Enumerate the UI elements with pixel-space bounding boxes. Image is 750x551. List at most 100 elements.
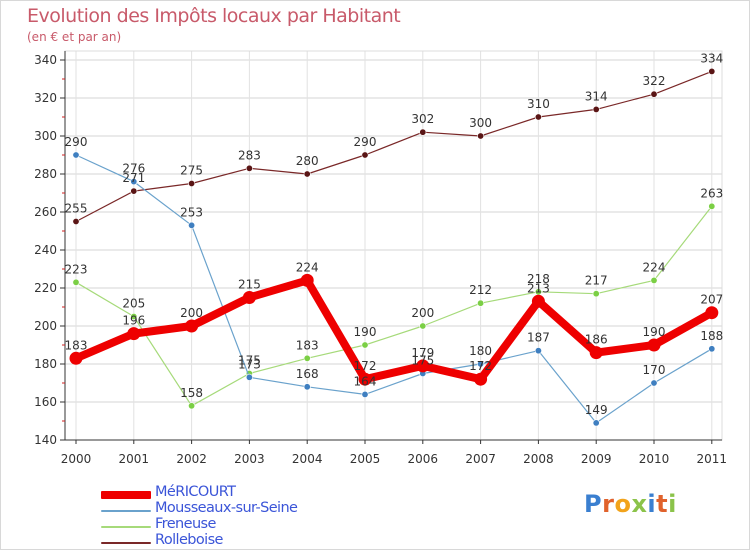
x-tick-label: 2002 [176,452,207,466]
data-point [474,372,488,386]
data-point [650,379,658,387]
logo-letter: x [631,490,648,518]
y-tick-label: 160 [34,395,57,409]
data-label: 183 [65,338,88,352]
data-label: 179 [411,346,434,360]
data-label: 175 [411,354,434,368]
data-label: 164 [354,374,377,388]
data-label: 224 [296,260,319,274]
data-label: 172 [354,359,377,373]
grid [64,50,723,441]
x-tick-label: 2000 [61,452,92,466]
data-point [300,273,314,287]
data-label: 207 [700,293,723,307]
data-point [245,373,253,381]
data-point [242,291,256,304]
y-tick-label: 340 [34,53,57,67]
data-label: 149 [585,403,608,417]
x-tick-label: 2005 [350,452,381,466]
data-label: 283 [238,148,261,162]
chart-title: Evolution des Impôts locaux par Habitant [27,5,401,27]
data-point [358,372,372,386]
data-label: 218 [527,272,550,286]
data-label: 200 [411,306,434,320]
data-label: 205 [122,297,145,311]
legend-label: MéRICOURT [155,484,236,500]
data-point [361,390,369,398]
data-label: 322 [643,74,666,88]
data-point [130,187,138,195]
logo-letter: i [668,490,677,518]
data-point [303,383,311,391]
data-point [477,132,485,140]
data-point [303,170,311,178]
y-tick-label: 220 [34,281,57,295]
y-tick-label: 140 [34,433,57,447]
data-label: 280 [296,154,319,168]
data-point [534,347,542,355]
data-point [477,299,485,307]
data-point [647,338,661,352]
data-point [185,319,199,333]
legend-swatch [101,526,151,528]
legend-label: Rolleboise [155,532,223,548]
data-label: 190 [354,325,377,339]
y-tick-label: 280 [34,167,57,181]
logo-letter: t [656,490,669,518]
data-point [705,306,719,320]
legend-swatch [101,542,151,544]
data-point [188,180,196,188]
data-label: 224 [643,260,666,274]
data-point [592,105,600,113]
data-point [419,128,427,136]
y-tick-label: 240 [34,243,57,257]
y-tick-label: 300 [34,129,57,143]
series-group [69,67,719,427]
chart-subtitle: (en € et par an) [27,30,122,44]
y-tick-label: 180 [34,357,57,371]
data-label: 188 [700,329,723,343]
data-point [708,202,716,210]
legend-label: Mousseaux-sur-Seine [155,500,298,516]
legend-swatch [101,491,151,499]
data-point [72,151,80,159]
y-tick-label: 320 [34,91,57,105]
data-label: 175 [238,354,261,368]
y-tick-label: 260 [34,205,57,219]
data-point [592,290,600,298]
data-label: 168 [296,367,319,381]
data-label: 186 [585,333,608,347]
data-point [188,402,196,410]
data-point [130,312,138,320]
logo-letter: r [602,490,615,518]
data-point [245,164,253,172]
data-point [650,90,658,98]
proxiti-logo: Proxiti [584,490,677,518]
data-label: 196 [122,314,145,328]
data-label: 200 [180,306,203,320]
data-label: 190 [643,325,666,339]
axes: 140 160 180 200 220 240 260 280 300 320 340 2000 200… [34,51,727,466]
data-label: 187 [527,331,550,345]
data-label: 172 [469,359,492,373]
data-point [419,322,427,330]
x-tick-label: 2007 [465,452,496,466]
series-line-rolleboise [75,70,713,223]
data-label: 253 [180,205,203,219]
data-label: 217 [585,274,608,288]
data-label: 275 [180,164,203,178]
data-point [708,67,716,75]
data-label: 290 [354,135,377,149]
data-point [531,294,545,308]
data-label: 213 [527,281,550,295]
data-point [416,359,430,373]
data-label: 310 [527,97,550,111]
data-label: 180 [469,344,492,358]
data-point [534,113,542,121]
data-label: 215 [238,278,261,292]
data-point [361,341,369,349]
data-label: 271 [122,171,145,185]
x-tick-label: 2001 [119,452,150,466]
data-point [303,354,311,362]
